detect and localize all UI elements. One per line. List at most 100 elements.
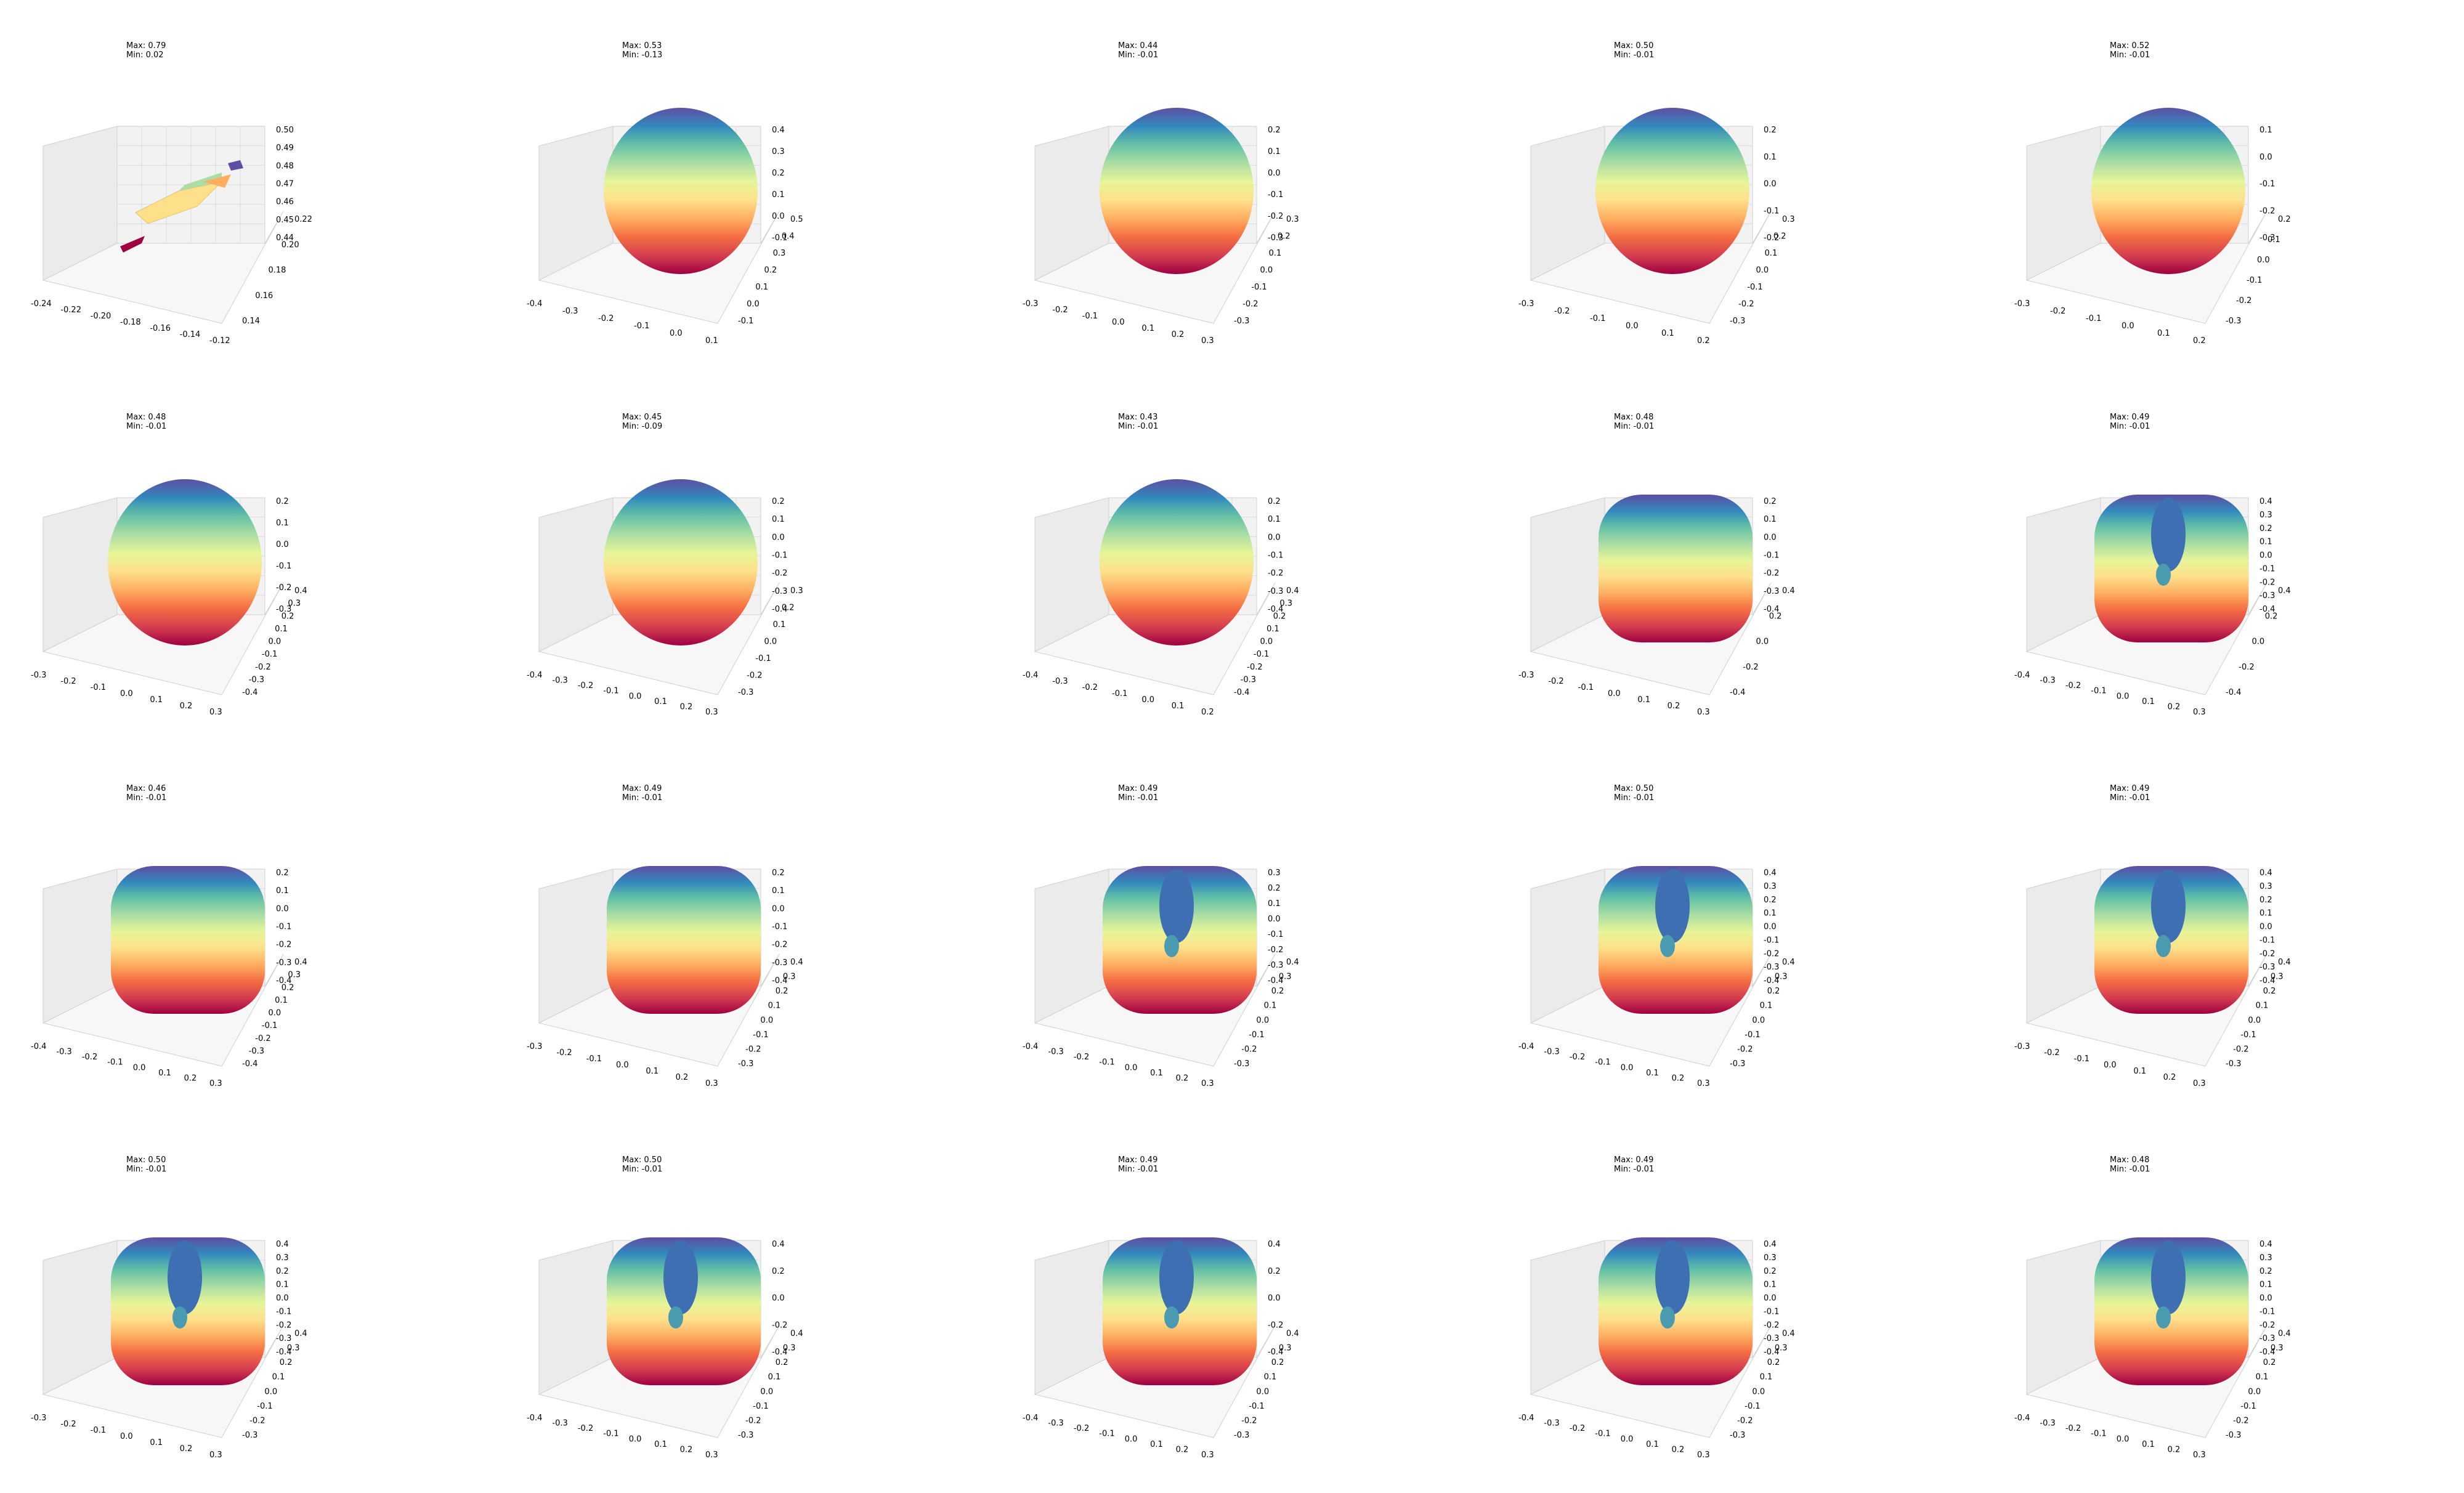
z-tick-label: 0.1 xyxy=(276,886,289,896)
y-tick-label: 0.2 xyxy=(282,612,294,621)
surface-patch xyxy=(135,181,223,224)
z-tick-label: 0.2 xyxy=(772,868,785,878)
z-tick-label: 0.44 xyxy=(276,233,294,243)
x-tick-label: -0.3 xyxy=(1518,671,1534,680)
max-label: Max: 0.44 xyxy=(1118,41,1158,51)
surface-box xyxy=(1599,495,1753,642)
z-tick-label: -0.1 xyxy=(1764,1307,1779,1316)
x-tick-label: 0.3 xyxy=(705,1079,718,1088)
subplot-0-4: Max: 0.52 Min: -0.01 -0.3 -0.2 -0.1 0.0 0.1 0.2… xyxy=(2002,34,2291,346)
x-tick-label: -0.2 xyxy=(1554,307,1570,316)
z-tick-label: 0.1 xyxy=(1764,1281,1777,1290)
y-tick-label: 0.1 xyxy=(1264,1001,1277,1011)
z-tick-label: 0.4 xyxy=(1268,1240,1281,1249)
min-label: Min: -0.01 xyxy=(1118,51,1159,60)
x-tick-label: -0.2 xyxy=(1074,1424,1089,1433)
z-tick-label: 0.0 xyxy=(276,904,289,913)
x-tick-label: 0.1 xyxy=(1172,702,1185,711)
z-tick-label: 0.47 xyxy=(276,180,294,189)
y-tick-label: 0.0 xyxy=(764,637,777,647)
surface-blob xyxy=(2156,935,2171,957)
max-min-label: Max: 0.44 Min: -0.01 xyxy=(1118,41,1158,60)
x-tick-label: -0.4 xyxy=(2014,1414,2030,1423)
y-tick-label: -0.2 xyxy=(747,671,762,681)
x-tick-label: 0.0 xyxy=(1608,689,1621,698)
z-tick-label: -0.4 xyxy=(1764,976,1779,985)
z-tick-label: -0.2 xyxy=(2259,206,2275,216)
y-tick-label: 0.2 xyxy=(2263,1358,2276,1367)
y-tick-label: 0.0 xyxy=(760,1016,773,1025)
x-tick-label: 0.2 xyxy=(2193,336,2206,346)
y-tick-label: 0.4 xyxy=(294,958,307,967)
max-min-label: Max: 0.45 Min: -0.09 xyxy=(622,413,662,431)
y-tick-label: 0.0 xyxy=(1260,266,1273,275)
z-tick-label: -0.4 xyxy=(772,1348,787,1357)
min-label: Min: -0.01 xyxy=(2110,422,2150,431)
surface-blob xyxy=(1159,869,1194,943)
min-label: Min: -0.01 xyxy=(622,1165,663,1174)
y-tick-label: 0.5 xyxy=(790,215,803,224)
y-tick-label: -0.3 xyxy=(249,675,264,684)
x-tick-label: -0.1 xyxy=(91,683,106,692)
z-tick-label: -0.1 xyxy=(1268,930,1283,939)
x-tick-label: 0.3 xyxy=(705,1451,718,1460)
axes-3d: -0.3 -0.2 -0.1 0.0 0.1 0.2 -0.3 -0.2 -0.1 0.0 0.1 0… xyxy=(1518,108,1795,346)
y-tick-label: -0.1 xyxy=(1745,1402,1760,1411)
y-tick-label: -0.4 xyxy=(1730,688,1745,697)
subplot-2-1: Max: 0.49 Min: -0.01 -0.3 -0.2 -0.1 0.0 0.1 0.2… xyxy=(514,777,803,1088)
x-tick-label: -0.2 xyxy=(1548,677,1563,686)
x-tick-label: 0.0 xyxy=(1626,322,1639,331)
z-tick-label: 0.3 xyxy=(1268,868,1281,878)
y-tick-label: -0.1 xyxy=(1254,650,1269,659)
x-tick-label: -0.1 xyxy=(1099,1058,1114,1067)
x-tick-label: -0.3 xyxy=(1048,1048,1063,1057)
z-tick-label: 0.3 xyxy=(2259,511,2272,520)
max-label: Max: 0.49 xyxy=(2110,784,2150,793)
z-tick-label: 0.2 xyxy=(276,868,289,878)
y-tick-label: -0.3 xyxy=(738,1431,753,1440)
x-tick-label: -0.1 xyxy=(1595,1430,1610,1439)
z-tick-label: 0.2 xyxy=(276,497,289,506)
x-tick-label: 0.2 xyxy=(2168,702,2181,711)
y-tick-label: -0.2 xyxy=(249,1416,265,1425)
y-tick-label: 0.3 xyxy=(783,973,796,982)
subplot-0-3: Max: 0.50 Min: -0.01 -0.3 -0.2 -0.1 0.0 0.1 0.2… xyxy=(1506,34,1795,346)
z-tick-label: 0.2 xyxy=(1268,1267,1281,1276)
z-tick-label: -0.2 xyxy=(1268,1321,1283,1330)
y-tick-label: -0.2 xyxy=(1737,1416,1753,1425)
z-tick-label: 0.0 xyxy=(276,540,289,549)
z-tick-label: 0.2 xyxy=(772,169,785,178)
min-label: Min: -0.01 xyxy=(2110,793,2150,803)
z-tick-label: -0.3 xyxy=(1764,587,1779,596)
x-tick-label: 0.1 xyxy=(2157,329,2170,338)
surface-blob xyxy=(172,1306,187,1329)
z-tick-label: -0.4 xyxy=(2259,976,2275,985)
y-tick-label: 0.1 xyxy=(2256,1001,2269,1011)
surface-sphere xyxy=(1100,479,1254,645)
y-tick-label: 0.1 xyxy=(1765,249,1778,258)
x-tick-label: -0.2 xyxy=(2044,1048,2059,1058)
x-tick-label: 0.3 xyxy=(2193,708,2206,717)
surface-sphere xyxy=(604,479,758,645)
y-tick-label: 0.20 xyxy=(282,240,299,249)
z-tick-label: 0.46 xyxy=(276,198,294,207)
min-label: Min: -0.01 xyxy=(2110,1165,2150,1174)
x-tick-label: 0.3 xyxy=(1201,1451,1214,1460)
y-tick-label: -0.1 xyxy=(2240,1030,2256,1040)
z-tick-label: 0.2 xyxy=(1268,884,1281,893)
x-tick-label: 0.1 xyxy=(1150,1069,1163,1078)
z-tick-label: -0.3 xyxy=(2259,233,2275,243)
subplot-2-4: Max: 0.49 Min: -0.01 -0.3 -0.2 -0.1 0.0 0.1 0.2… xyxy=(2002,777,2291,1088)
axes-3d: -0.4-0.3-0.2-0.10.00.10.20.3-0.3-0.2-0.1… xyxy=(1023,866,1299,1088)
surface-blob xyxy=(2151,498,2186,572)
max-label: Max: 0.50 xyxy=(126,1155,166,1165)
subplot-2-3: Max: 0.50 Min: -0.01 -0.4 -0.3 -0.2 -0.1 0.0 0.… xyxy=(1506,777,1795,1088)
y-tick-label: 0.4 xyxy=(1782,1329,1795,1338)
y-tick-label: -0.2 xyxy=(2236,296,2251,305)
x-tick-label: 0.2 xyxy=(1668,702,1680,711)
z-tick-label: 0.4 xyxy=(772,126,785,135)
y-tick-label: 0.1 xyxy=(1269,249,1282,258)
axes-3d: -0.4-0.3-0.2-0.10.00.10.20.3-0.3-0.2-0.1… xyxy=(527,479,803,717)
max-min-label: Max: 0.50 Min: -0.01 xyxy=(622,1155,662,1174)
z-tick-label: -0.3 xyxy=(772,958,787,968)
